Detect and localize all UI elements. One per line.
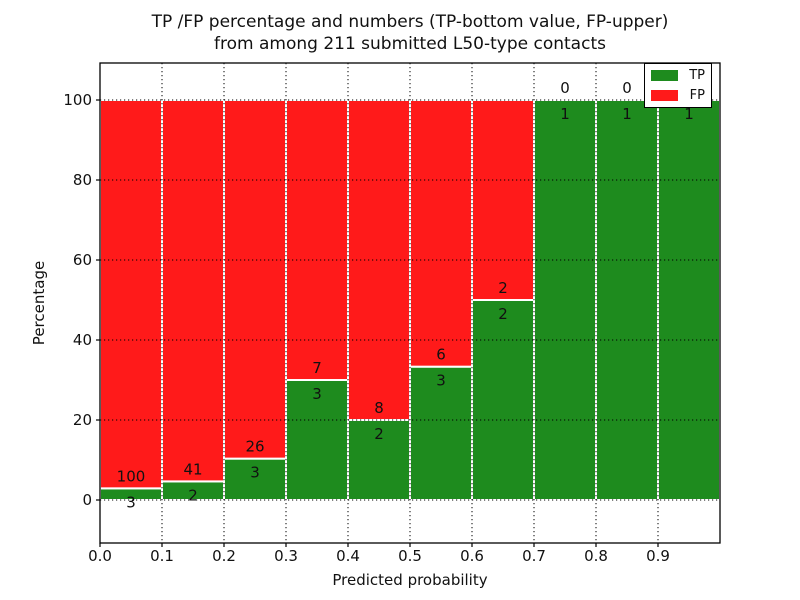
fp-bar-segment: [99, 99, 163, 490]
x-tick-label: 0.2: [212, 547, 236, 565]
x-tick-label: 0.6: [460, 547, 484, 565]
chart-title-line2: from among 211 submitted L50-type contac…: [214, 34, 606, 54]
x-tick-label: 0.1: [150, 547, 174, 565]
fp-count-label: 100: [117, 467, 146, 485]
fp-legend-label: FP: [689, 88, 705, 103]
tp-count-label: 3: [126, 493, 136, 511]
tp-count-label: 3: [436, 372, 446, 390]
y-tick-label: 0: [82, 491, 92, 509]
tp-legend-label: TP: [689, 68, 705, 83]
y-tick-label: 100: [63, 91, 92, 109]
fp-bar-segment: [471, 99, 535, 301]
tp-count-label: 2: [374, 425, 384, 443]
tp-bar-segment: [471, 299, 535, 501]
x-tick-label: 0.7: [522, 547, 546, 565]
annotations-layer: 100341226373826322010101: [117, 79, 694, 511]
tp-count-label: 2: [188, 486, 198, 504]
y-tick-label: 40: [73, 331, 92, 349]
y-tick-label: 60: [73, 251, 92, 269]
fp-count-label: 7: [312, 359, 322, 377]
tp-count-label: 1: [684, 105, 694, 123]
y-tick-label: 80: [73, 171, 92, 189]
x-tick-label: 0.5: [398, 547, 422, 565]
axes-layer: 0.0 0.1 0.2 0.3 0.4 0.5 0.6 0.7 0.8 0.90204060801…: [63, 62, 721, 565]
tp-count-label: 2: [498, 305, 508, 323]
y-tick-label: 20: [73, 411, 92, 429]
tp-bar-segment: [657, 99, 721, 501]
tp-count-label: 1: [560, 105, 570, 123]
x-tick-label: 0.3: [274, 547, 298, 565]
x-tick-label: 0.4: [336, 547, 360, 565]
tp-bar-segment: [533, 99, 597, 501]
fp-bar-segment: [223, 99, 287, 460]
fp-count-label: 2: [498, 279, 508, 297]
tp-count-label: 1: [622, 105, 632, 123]
fp-bar-segment: [161, 99, 225, 483]
x-axis-label: Predicted probability: [332, 571, 487, 589]
fp-count-label: 26: [245, 438, 264, 456]
fp-count-label: 8: [374, 399, 384, 417]
bars-layer: [99, 99, 721, 501]
fp-legend-swatch-icon: [651, 90, 678, 101]
tp-legend-swatch-icon: [651, 70, 678, 81]
x-tick-label: 0.9: [646, 547, 670, 565]
tp-count-label: 3: [250, 464, 260, 482]
tp-bar-segment: [595, 99, 659, 501]
legend-item-tp: TP: [651, 69, 705, 82]
fp-bar-segment: [285, 99, 349, 381]
fp-bar-segment: [409, 99, 473, 368]
fp-count-label: 41: [183, 460, 202, 478]
x-tick-label: 0.8: [584, 547, 608, 565]
legend: TP FP: [644, 63, 712, 108]
fp-count-label: 6: [436, 346, 446, 364]
y-axis-label: Percentage: [30, 261, 48, 345]
fp-bar-segment: [347, 99, 411, 421]
fp-count-label: 0: [560, 79, 570, 97]
fp-count-label: 0: [622, 79, 632, 97]
chart-title-line1: TP /FP percentage and numbers (TP-bottom…: [151, 12, 669, 32]
legend-item-fp: FP: [651, 89, 705, 102]
tp-count-label: 3: [312, 385, 322, 403]
x-tick-label: 0.0: [88, 547, 112, 565]
gridlines-layer: [100, 63, 720, 543]
